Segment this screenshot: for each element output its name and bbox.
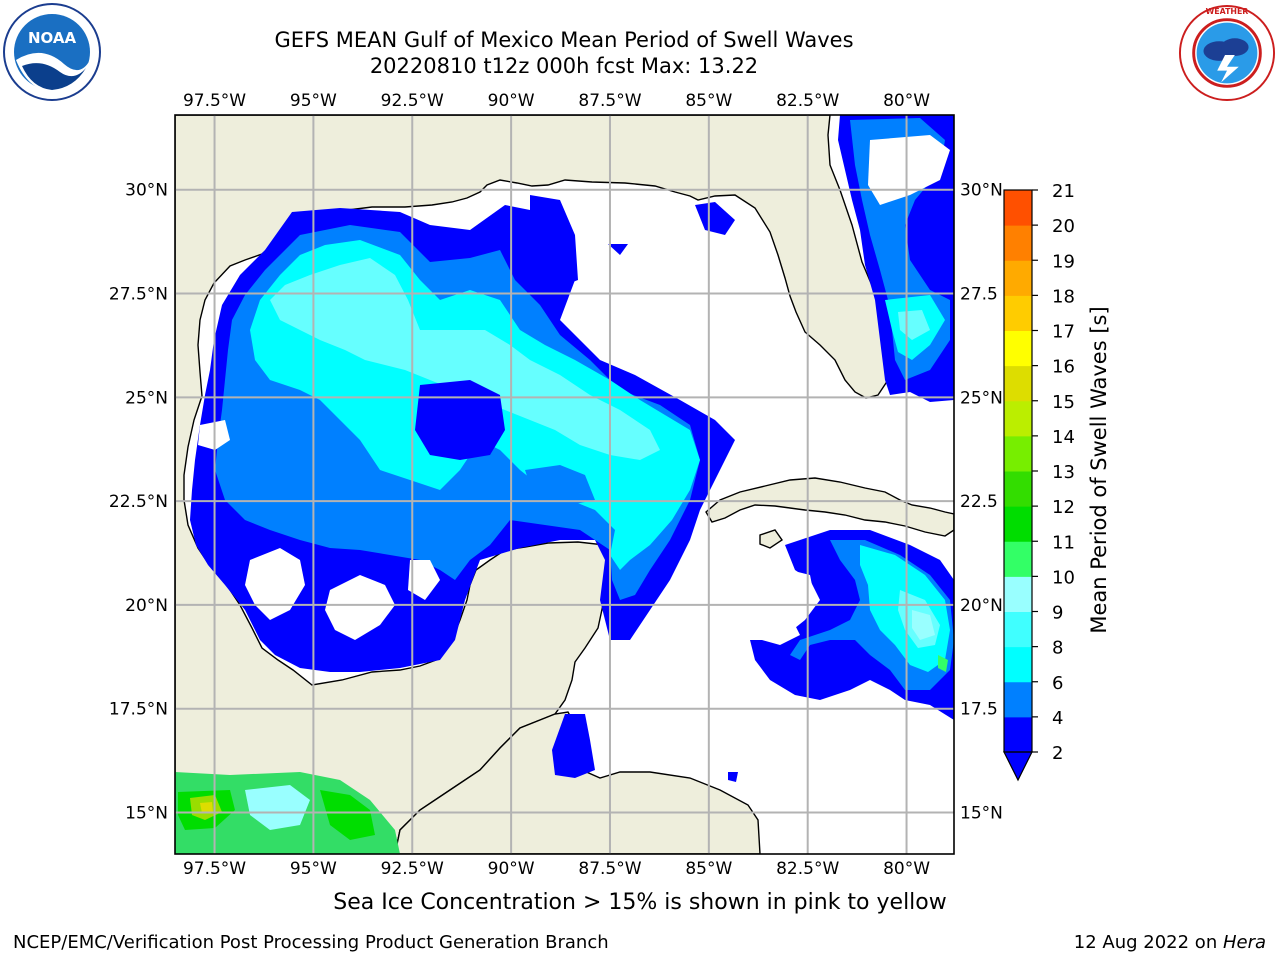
lat-tick-label-right: 25°N [960, 388, 1003, 408]
lat-tick-label-left: 17.5°N [109, 700, 168, 720]
sea-ice-caption: Sea Ice Concentration > 15% is shown in … [333, 890, 947, 915]
lat-tick-label-right: 20°N [960, 596, 1003, 616]
colorbar-segment [1004, 400, 1032, 437]
land-cuba [705, 477, 954, 537]
colorbar-tick-label: 21 [1052, 181, 1075, 202]
footer-branch: NCEP/EMC/Verification Post Processing Pr… [13, 932, 609, 953]
colorbar-segment [1004, 541, 1032, 577]
lat-tick-label-left: 25°N [125, 388, 168, 408]
colorbar-tick-label: 12 [1052, 497, 1075, 518]
colorbar-tick-label: 13 [1052, 462, 1075, 483]
colorbar-segment [1004, 716, 1032, 753]
lon-tick-label-top: 80°W [883, 91, 930, 111]
swell-period-map: 97.5°W 97.5°W 95°W 95°W 92.5°W 92.5°W 90°W 90°W… [109, 91, 1111, 879]
colorbar-segment [1004, 330, 1032, 367]
lon-tick-label-top: 87.5°W [578, 91, 641, 111]
colorbar-tick-label: 10 [1052, 567, 1075, 588]
colorbar-tick-label: 19 [1052, 251, 1075, 272]
footer-date: 12 Aug 2022 on Hera [1074, 932, 1266, 953]
colorbar-segment [1004, 225, 1032, 261]
colorbar-segment [1004, 506, 1032, 542]
colorbar-segment [1004, 471, 1032, 507]
nws-logo-icon: WEATHER [1178, 4, 1276, 102]
map-gridlines [175, 115, 954, 854]
lon-tick-label-top: 90°W [488, 91, 535, 111]
colorbar-tick-label: 11 [1052, 532, 1075, 553]
colorbar-tick-label: 9 [1052, 603, 1063, 624]
colorbar-tick-label: 14 [1052, 427, 1075, 448]
colorbar-segment [1004, 576, 1032, 612]
colorbar-segment [1004, 260, 1032, 296]
lat-tick-label-left: 22.5°N [109, 492, 168, 512]
footer-host: Hera [1222, 932, 1266, 953]
swell-contours [175, 115, 954, 854]
lat-tick-label-right: 22.5 [960, 492, 998, 512]
land-isla-juventud [759, 529, 783, 549]
colorbar-tick-label: 2 [1052, 743, 1063, 764]
chart-title: GEFS MEAN Gulf of Mexico Mean Period of … [274, 28, 854, 52]
lon-tick-label-bottom: 82.5°W [776, 859, 839, 879]
colorbar-tick-label: 15 [1052, 392, 1075, 413]
lat-tick-label-right: 30°N [960, 181, 1003, 201]
noaa-logo-text: NOAA [28, 29, 77, 47]
colorbar-tick-label: 6 [1052, 673, 1063, 694]
lon-tick-label-top: 92.5°W [381, 91, 444, 111]
lon-tick-label-top: 82.5°W [776, 91, 839, 111]
lat-tick-label-left: 27.5°N [109, 285, 168, 305]
lon-tick-label-bottom: 80°W [883, 859, 930, 879]
colorbar-tick-label: 18 [1052, 286, 1075, 307]
chart-subtitle: 20220810 t12z 000h fcst Max: 13.22 [369, 54, 759, 78]
colorbar-segment [1004, 190, 1032, 226]
lat-tick-label-left: 15°N [125, 803, 168, 823]
map-frame [174, 114, 955, 855]
lat-tick-label-left: 30°N [125, 181, 168, 201]
lon-tick-label-bottom: 95°W [290, 859, 337, 879]
colorbar-tick-label: 8 [1052, 638, 1063, 659]
colorbar-label: Mean Period of Swell Waves [s] [1087, 306, 1111, 633]
colorbar-tick-label: 16 [1052, 357, 1075, 378]
colorbar-segment [1004, 295, 1032, 331]
footer-date-text: 12 Aug 2022 on [1073, 932, 1223, 953]
lon-tick-label-bottom: 85°W [685, 859, 732, 879]
colorbar-segment [1004, 365, 1032, 402]
colorbar-tick-label: 4 [1052, 708, 1063, 729]
colorbar-segment [1004, 681, 1032, 718]
colorbar-segment [1004, 646, 1032, 683]
colorbar-segment [1004, 435, 1032, 472]
colorbar-extend-triangle [1003, 751, 1033, 782]
lon-tick-label-top: 85°W [685, 91, 732, 111]
lon-tick-label-bottom: 87.5°W [578, 859, 641, 879]
colorbar-segment [1004, 611, 1032, 648]
svg-text:WEATHER: WEATHER [1206, 7, 1249, 16]
lon-tick-label-bottom: 92.5°W [381, 859, 444, 879]
lat-tick-label-left: 20°N [125, 596, 168, 616]
map-tick-labels: 97.5°W 97.5°W 95°W 95°W 92.5°W 92.5°W 90°W 90°W… [109, 91, 1003, 879]
noaa-logo-icon: NOAA [3, 3, 101, 101]
colorbar-tick-label: 17 [1052, 322, 1075, 343]
colorbar: 2 4 6 8 9 10 11 12 13 14 15 16 17 18 19 20 21 [1003, 181, 1075, 782]
lon-tick-label-top: 97.5°W [183, 91, 246, 111]
lat-tick-label-right: 15°N [960, 803, 1003, 823]
lat-tick-label-right: 27.5 [960, 285, 998, 305]
lon-tick-label-bottom: 97.5°W [183, 859, 246, 879]
lon-tick-label-top: 95°W [290, 91, 337, 111]
lon-tick-label-bottom: 90°W [488, 859, 535, 879]
colorbar-tick-label: 20 [1052, 216, 1075, 237]
lat-tick-label-right: 17.5 [960, 700, 998, 720]
